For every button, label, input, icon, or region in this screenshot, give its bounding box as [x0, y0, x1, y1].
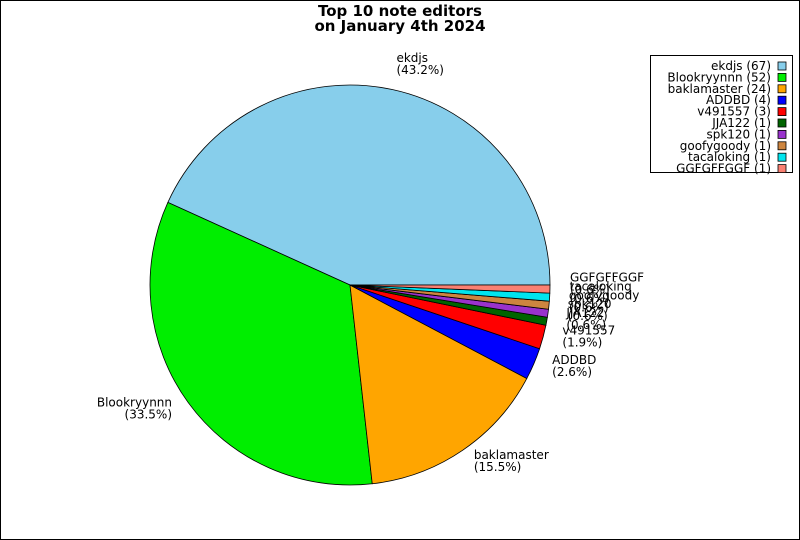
slice-percent: (0.6%) [570, 282, 610, 296]
legend-swatch [777, 164, 787, 174]
slice-percent: (0.6%) [570, 291, 610, 305]
slice-label: Blookryynnn [97, 395, 172, 409]
slice-label: v491557 [562, 323, 615, 337]
pie-slice [149, 201, 373, 486]
legend-swatch [777, 129, 787, 139]
legend-swatch [777, 141, 787, 151]
legend-label: ekdjs (67) [711, 59, 771, 73]
pie: ekdjs(43.2%) Blookryynnn(33.5%) baklamaste… [97, 51, 644, 486]
legend-label: Blookryynnn (52) [667, 70, 771, 84]
legend-swatch [777, 61, 787, 71]
slice-label: spk120 [568, 297, 612, 311]
pie-slice [349, 284, 528, 485]
chart-subtitle: on January 4th 2024 [314, 17, 485, 35]
legend-swatch [777, 73, 787, 82]
slice-percent: (0.6%) [569, 300, 609, 314]
legend-label: v491557 (3) [697, 105, 771, 119]
legend-label: JJA122 (1) [711, 116, 771, 130]
legend-label: goofygoody (1) [680, 139, 771, 153]
slice-label: tacaloking [570, 279, 632, 293]
legend-swatch [777, 152, 787, 162]
legend-swatch [777, 118, 787, 128]
legend-label: ADDBD (4) [706, 93, 771, 107]
legend-swatch [777, 95, 787, 105]
slice-percent: (0.6%) [566, 318, 606, 332]
legend-swatch [777, 107, 787, 116]
slice-percent: (43.2%) [396, 63, 443, 77]
legend-box [650, 55, 793, 173]
slice-label: ekdjs [396, 51, 428, 65]
slice-label: baklamaster [474, 448, 549, 462]
slice-percent: (33.5%) [125, 407, 172, 421]
chart-title: Top 10 note editors [318, 2, 482, 20]
legend-label: spk120 (1) [706, 127, 771, 141]
pie-slice [349, 284, 551, 294]
legend-label: tacaloking (1) [688, 150, 771, 164]
slice-percent: (15.5%) [474, 460, 521, 474]
legend: ekdjs (67)Blookryynnn (52)baklamaster (2… [667, 59, 787, 176]
legend-label: baklamaster (24) [668, 82, 771, 96]
legend-label: GGFGFFGGF (1) [676, 162, 771, 176]
legend-swatch [777, 84, 787, 94]
pie-slice [167, 84, 551, 286]
slice-label: goofygoody [569, 288, 639, 302]
slice-percent: (1.9%) [562, 335, 602, 349]
slice-label: GGFGFFGGF [570, 270, 644, 284]
slice-label: ADDBD [552, 353, 596, 367]
slice-percent: (2.6%) [552, 365, 592, 379]
slice-label: JJA122 [565, 306, 604, 320]
slice-percent: (0.6%) [568, 309, 608, 323]
